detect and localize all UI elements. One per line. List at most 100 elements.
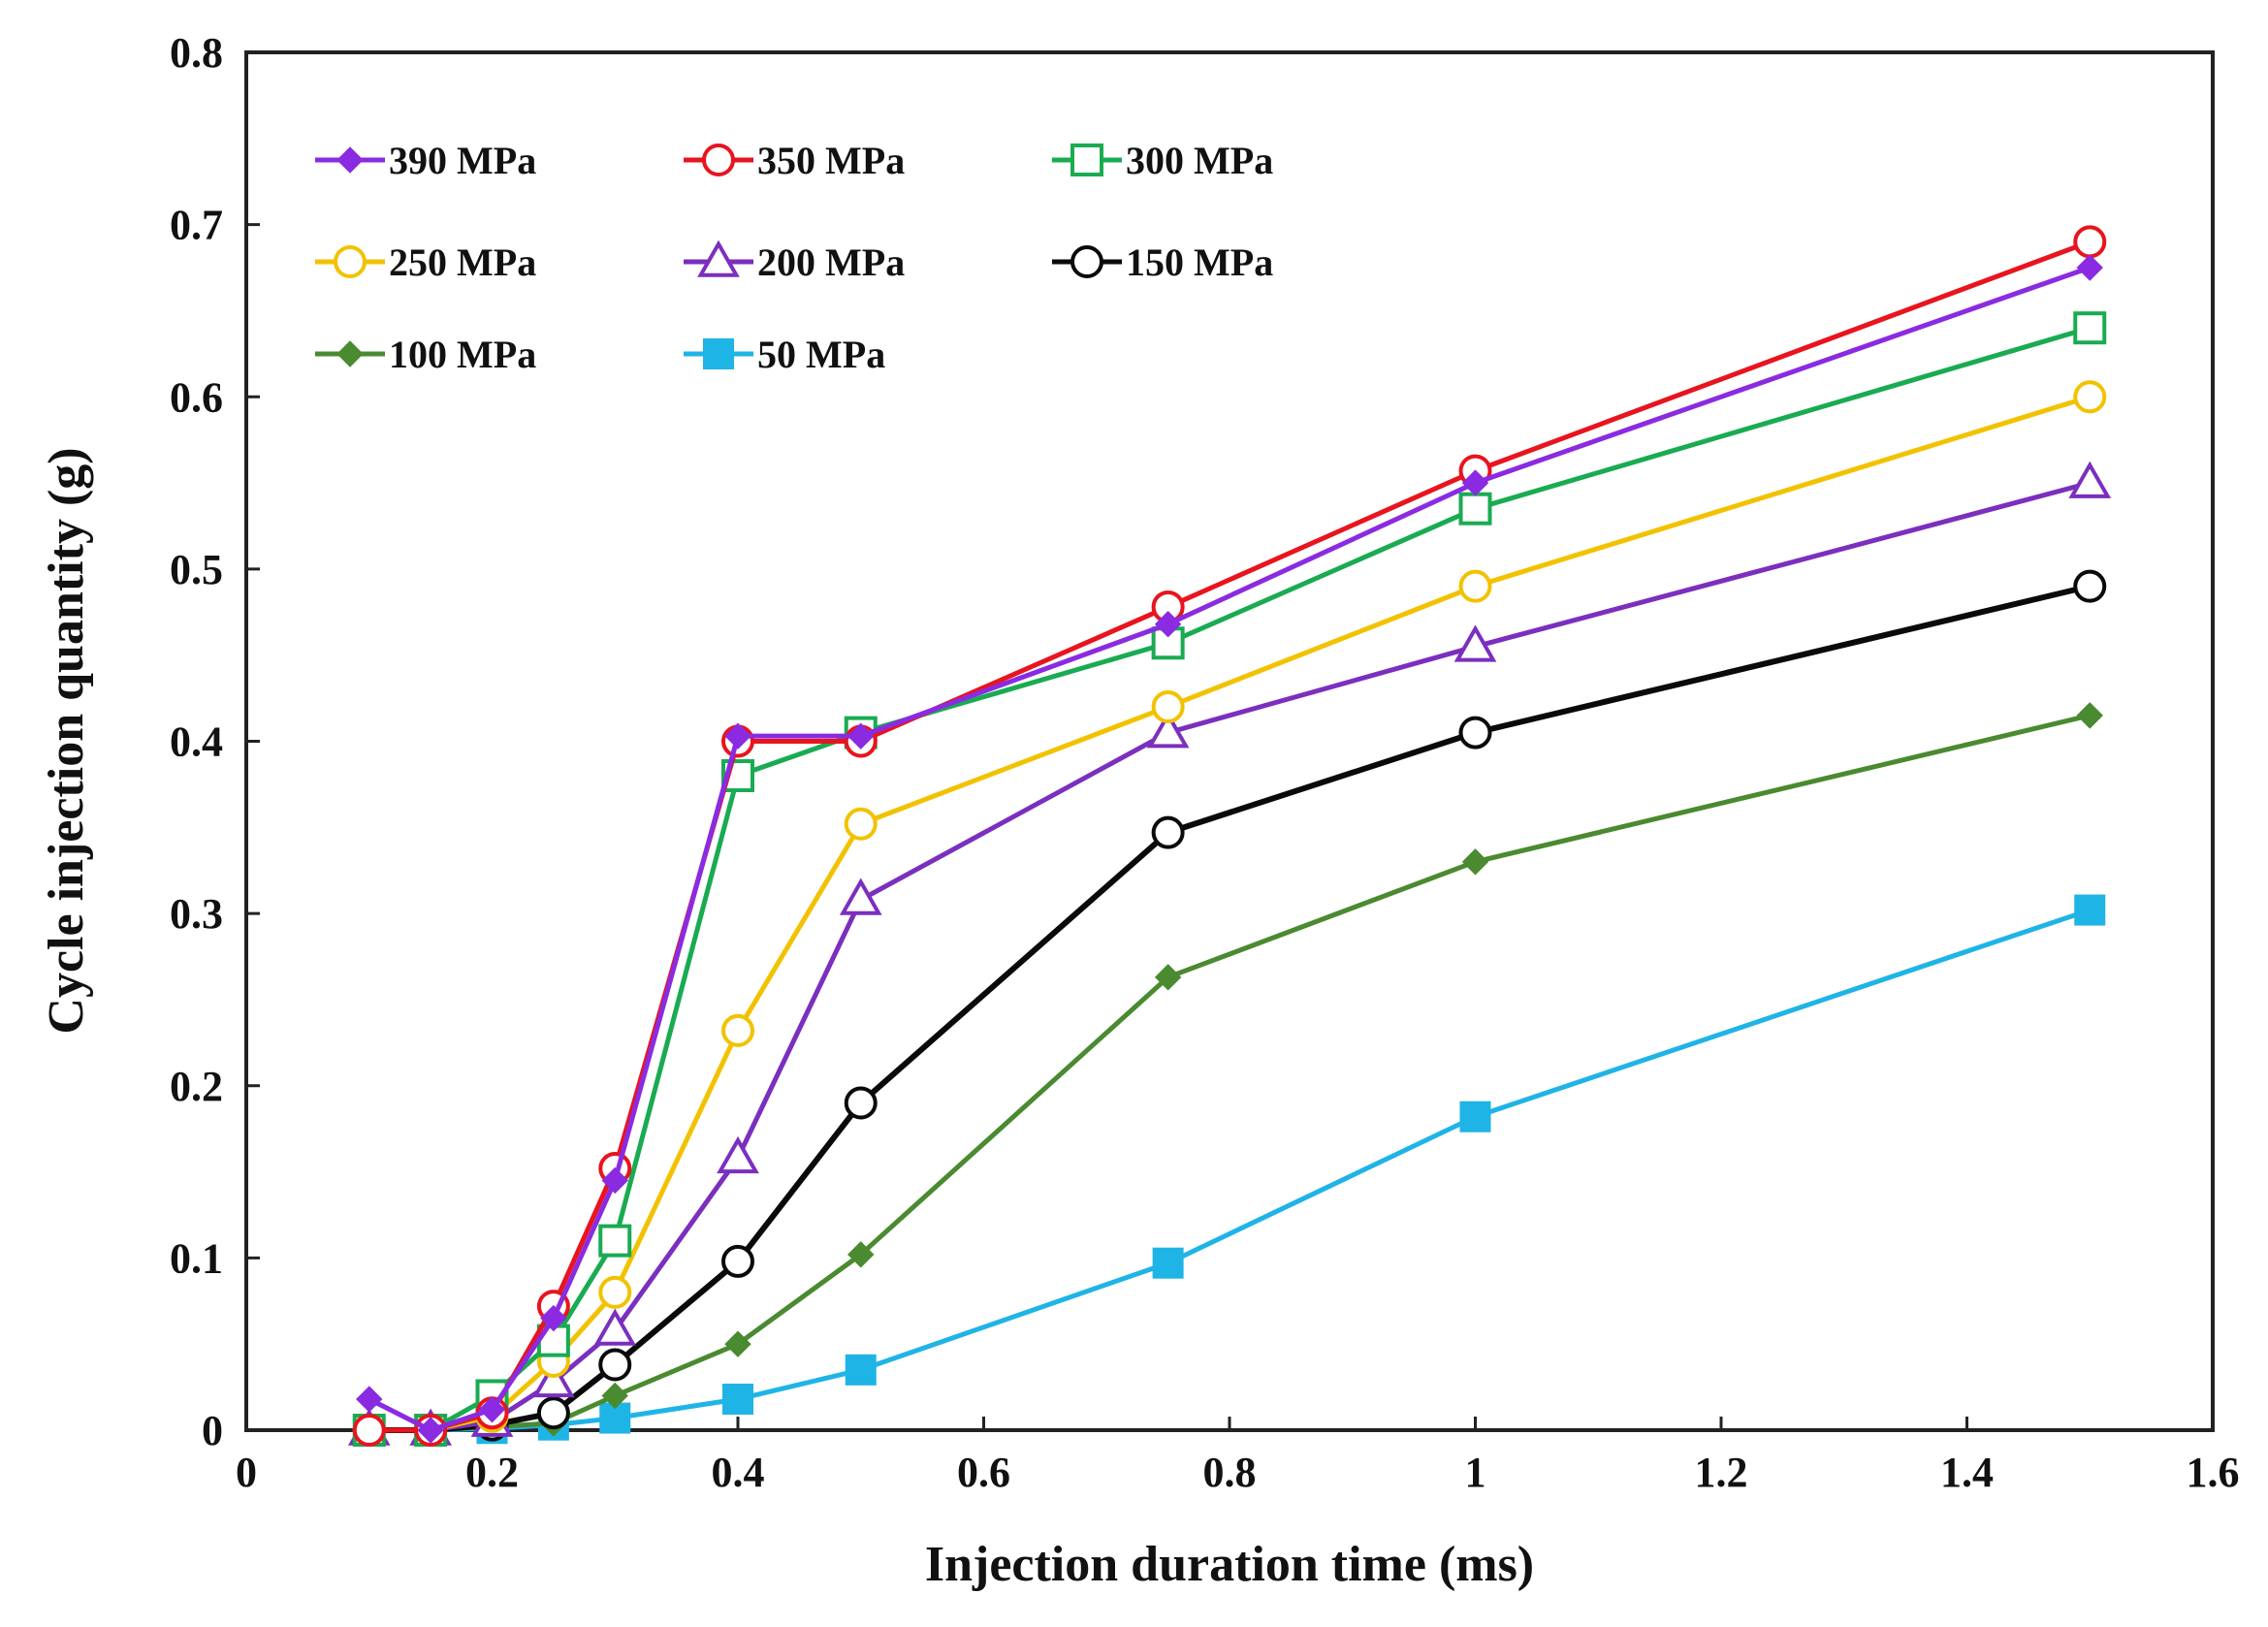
series-line [368, 583, 2091, 1433]
data-point-marker [1453, 624, 1497, 662]
data-point-marker [352, 1414, 386, 1447]
data-point-marker [478, 1395, 506, 1423]
x-tick-label: 0.8 [1203, 1449, 1257, 1496]
data-point-marker [845, 1354, 877, 1386]
data-point-marker [601, 1382, 628, 1410]
data-point-marker [1070, 144, 1103, 176]
data-point-marker [601, 1166, 628, 1195]
data-point-marker [1154, 964, 1182, 991]
data-point-marker [593, 1308, 637, 1346]
data-point-marker [598, 1224, 632, 1258]
legend-item: 250 MPa [315, 240, 536, 284]
data-point-marker [1458, 569, 1492, 603]
data-point-marker [2076, 254, 2103, 281]
series-line [368, 325, 2091, 1433]
data-point-marker [1154, 611, 1182, 638]
data-point-marker [697, 239, 740, 277]
data-point-marker [1458, 716, 1492, 750]
series-350-mpa [352, 225, 2107, 1447]
y-tick-label: 0.6 [170, 373, 223, 421]
data-point-marker [1459, 1101, 1491, 1133]
data-point-marker [2073, 311, 2107, 345]
data-point-marker [2073, 380, 2107, 414]
x-tick-label: 0.4 [712, 1449, 765, 1496]
x-tick-label: 0.6 [957, 1449, 1010, 1496]
legend-label: 300 MPa [1126, 139, 1273, 182]
series-line [368, 713, 2091, 1433]
series-300-mpa [352, 311, 2107, 1447]
legend-item: 300 MPa [1052, 139, 1273, 182]
data-point-marker [844, 1086, 878, 1120]
series-line [367, 265, 2092, 1433]
y-tick-label: 0.5 [170, 546, 223, 593]
data-point-marker [1146, 711, 1190, 749]
data-point-marker [356, 1386, 383, 1413]
legend-label: 390 MPa [389, 139, 536, 182]
data-point-marker [721, 1013, 754, 1047]
y-axis-title: Cycle injection quantity (g) [39, 447, 94, 1034]
y-tick-label: 0.1 [170, 1234, 223, 1282]
data-point-marker [702, 144, 735, 176]
legend-item: 100 MPa [315, 333, 536, 376]
series-390-mpa [356, 254, 2103, 1444]
legend-item: 150 MPa [1052, 240, 1273, 284]
x-axis-title: Injection duration time (ms) [925, 1537, 1534, 1592]
data-point-marker [532, 1359, 575, 1398]
data-point-marker [1152, 1247, 1184, 1279]
y-tick-label: 0.7 [170, 202, 223, 249]
x-tick-label: 0 [236, 1449, 257, 1496]
y-tick-label: 0 [202, 1407, 223, 1454]
x-tick-label: 1.2 [1695, 1449, 1748, 1496]
legend-label: 100 MPa [389, 333, 536, 376]
series-layer [347, 225, 2112, 1447]
x-tick-label: 1.4 [1940, 1449, 1994, 1496]
x-tick-label: 1 [1465, 1449, 1486, 1496]
data-point-marker [839, 877, 882, 915]
data-point-marker [2076, 702, 2103, 729]
y-axis: 0 0.1 0.2 0.3 0.4 0.5 0.6 0.7 0.8 [170, 29, 260, 1454]
x-axis: 0 0.2 0.4 0.6 0.8 1 1.2 1.4 1.6 [236, 1417, 2240, 1496]
y-tick-label: 0.2 [170, 1063, 223, 1110]
data-point-marker [598, 1348, 632, 1382]
legend-item: 390 MPa [315, 139, 536, 182]
data-point-marker [2073, 225, 2107, 259]
legend-item: 200 MPa [684, 239, 905, 284]
data-point-marker [847, 722, 875, 750]
x-tick-label: 0.2 [465, 1449, 519, 1496]
y-tick-label: 0.4 [170, 718, 223, 766]
legend-label: 350 MPa [757, 139, 905, 182]
data-point-marker [717, 1135, 759, 1174]
data-point-marker [724, 1330, 751, 1357]
data-point-marker [598, 1275, 632, 1309]
legend-item: 50 MPa [684, 333, 885, 376]
data-point-marker [1070, 245, 1103, 278]
data-point-marker [2068, 461, 2112, 498]
data-point-marker [2074, 894, 2106, 926]
data-point-marker [336, 146, 364, 174]
data-point-marker [334, 245, 367, 278]
legend: 390 MPa 350 MPa 300 MPa 250 MPa 200 MPa 150 M… [315, 139, 1273, 376]
legend-label: 50 MPa [757, 333, 885, 376]
legend-label: 250 MPa [389, 240, 536, 284]
data-point-marker [536, 1396, 570, 1430]
data-point-marker [721, 1244, 754, 1278]
y-tick-label: 0.3 [170, 890, 223, 938]
data-point-marker [417, 1417, 444, 1444]
data-point-marker [844, 807, 878, 841]
y-tick-label: 0.8 [170, 29, 223, 77]
data-point-marker [336, 340, 364, 367]
legend-item: 350 MPa [684, 139, 905, 182]
legend-label: 150 MPa [1126, 240, 1273, 284]
data-point-marker [1151, 689, 1185, 723]
data-point-marker [722, 1384, 753, 1416]
data-point-marker [540, 1304, 567, 1332]
x-tick-label: 1.6 [2187, 1449, 2240, 1496]
data-point-marker [1461, 848, 1489, 876]
data-point-marker [703, 338, 734, 369]
legend-label: 200 MPa [757, 240, 905, 284]
data-point-marker [724, 722, 751, 750]
data-point-marker [1151, 815, 1185, 849]
series-line [368, 480, 2091, 1433]
data-point-marker [847, 1241, 875, 1268]
